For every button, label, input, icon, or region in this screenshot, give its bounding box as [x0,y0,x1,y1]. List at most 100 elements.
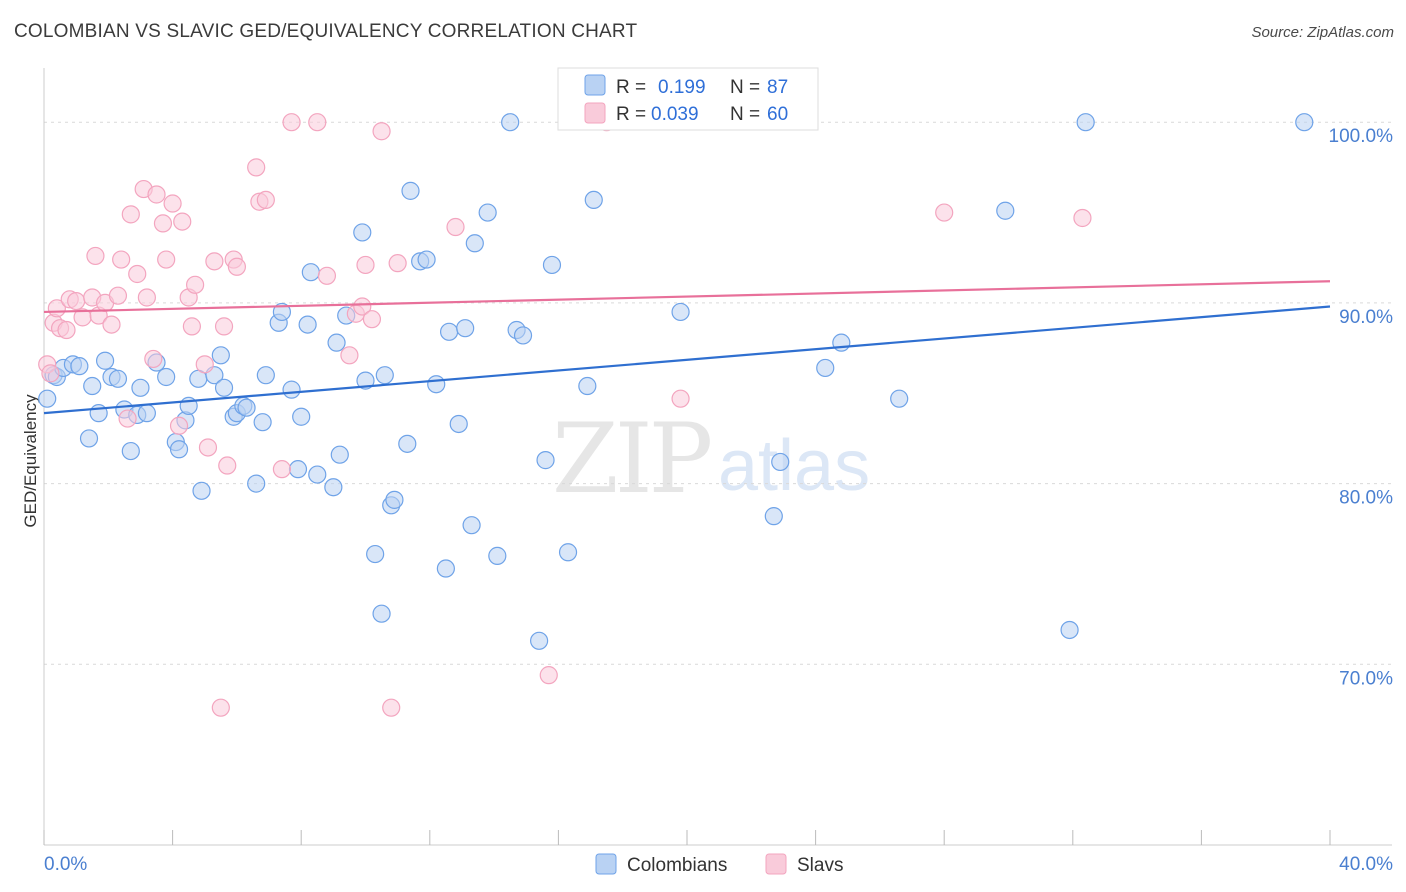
chart-title: COLOMBIAN VS SLAVIC GED/EQUIVALENCY CORR… [14,21,638,42]
slavs-point [247,158,266,177]
colombians-point [330,445,349,464]
slavs-point [198,438,218,457]
slavs-point [382,698,401,717]
y-tick-labels: 70.0% 80.0% 90.0% 100.0% [1329,126,1394,689]
x-tick-labels: 0.0% 40.0% [44,854,1393,875]
colombians-point [247,474,266,493]
slavs-point [340,346,359,365]
watermark-atlas: atlas [718,426,870,506]
slavs-point [256,190,275,210]
colombians-point [584,190,603,210]
colombians-n-label: N = [730,77,760,98]
colombians-point [131,378,150,397]
colombians-point [488,546,507,565]
slavs-point [353,297,372,316]
colombians-point [256,366,275,385]
slavs-point [272,460,292,479]
colombians-point [771,452,790,472]
slavs-point [169,416,189,435]
slavs-point [153,214,173,233]
slavs-n-value: 60 [767,104,788,125]
colombians-point [501,113,520,132]
stats-legend: R = 0.199 N = 87 R = 0.039 N = 60 [557,67,819,131]
colombians-point [157,367,176,387]
colombians-point [324,478,343,497]
colombians-point [192,481,211,500]
slavs-point [356,255,375,275]
slavs-point [41,364,60,383]
colombians-point [764,507,783,526]
slavs-point [308,113,327,132]
slavs-point [57,320,76,340]
colombians-point [890,389,909,408]
colombians-point [121,441,140,461]
colombians-point [372,604,391,623]
colombians-point [558,543,578,562]
colombians-point [456,319,475,338]
data-points [38,113,1314,717]
colombians-point [356,371,375,390]
colombians-point [996,201,1015,220]
colombians-point [79,429,99,448]
slavs-point [218,456,237,475]
colombians-point [385,490,404,509]
slavs-point [118,409,137,428]
colombians-r-value: 0.199 [658,77,706,98]
colombians-point [327,333,346,352]
slavs-point [108,286,128,305]
colombians-bottom-swatch [595,853,617,875]
colombians-point [211,346,230,365]
y-tick-label-100: 100.0% [1329,126,1394,147]
slavs-point [137,288,156,307]
colombians-r-label: R = [616,77,646,98]
colombians-trend-line [43,305,1331,415]
slavs-point [362,310,382,329]
slavs-point [86,246,105,266]
slavs-r-value: 0.039 [651,104,699,125]
source-label: Source: ZipAtlas.com [1251,24,1394,41]
colombians-point [70,357,89,376]
colombians-point [478,203,497,222]
colombians-point [427,375,446,394]
slavs-point [144,349,163,369]
slavs-point [128,264,147,284]
slavs-point [388,254,407,273]
colombians-point [1060,620,1079,640]
slavs-point [671,389,690,408]
colombians-point [436,559,455,578]
colombians-point [375,366,394,385]
colombians-point [671,302,690,322]
slavs-point [195,355,214,374]
slavs-trend-line [43,280,1331,314]
y-tick-label-80: 80.0% [1339,488,1393,509]
colombians-point [282,380,301,399]
colombians-point [1076,113,1095,132]
colombians-point [272,302,292,322]
colombians-point [398,434,417,453]
colombians-point [288,460,308,479]
slavs-bottom-swatch [765,853,787,875]
colombians-point [169,440,189,459]
colombians-point [439,322,459,341]
colombians-point [298,315,317,334]
slavs-point [173,212,192,231]
slavs-point [227,257,246,276]
series-legend: Colombians Slavs [595,853,843,876]
slavs-point [282,113,301,132]
colombians-legend-label: Colombians [627,855,727,876]
slavs-point [182,317,201,336]
slavs-point [372,122,391,141]
slavs-point [121,205,140,224]
colombians-point [578,376,597,396]
colombians-point [462,516,481,535]
slavs-point [539,666,558,685]
colombians-point [95,351,115,370]
slavs-legend-swatch [584,102,606,124]
y-tick-label-90: 90.0% [1339,307,1393,328]
slavs-point [446,217,465,237]
colombians-point [301,263,320,282]
colombians-legend-swatch [584,74,606,96]
y-axis-label: GED/Equivalency [21,394,40,528]
colombians-point [1295,113,1314,132]
